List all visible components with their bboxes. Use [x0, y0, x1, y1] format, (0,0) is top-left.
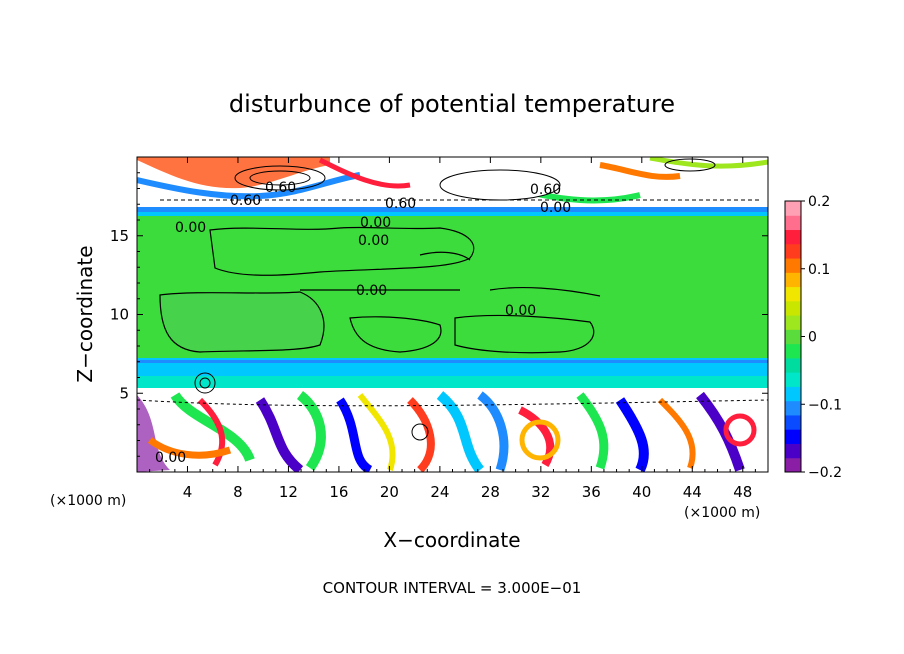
contour-label: 0.60: [530, 182, 561, 198]
colorbar-swatch: [785, 457, 801, 473]
x-unit-label: (×1000 m): [684, 505, 760, 521]
y-axis-title: Z−coordinate: [73, 245, 97, 382]
colorbar-swatch: [785, 229, 801, 245]
colorbar-swatch: [785, 272, 801, 288]
x-tick-label: 40: [632, 483, 651, 501]
contour-label: 0.00: [175, 220, 206, 236]
contour-label: 0.00: [356, 283, 387, 299]
chart-title: disturbunce of potential temperature: [229, 90, 675, 118]
contour-label: 0.00: [358, 233, 389, 249]
x-tick-label: 48: [733, 483, 752, 501]
x-tick-label: 28: [481, 483, 500, 501]
contour-interval: CONTOUR INTERVAL = 3.000E−01: [323, 579, 582, 597]
x-tick-label: 8: [233, 483, 243, 501]
x-tick-label: 20: [380, 483, 399, 501]
x-tick-label: 32: [531, 483, 550, 501]
colorbar-swatch: [785, 386, 801, 402]
colorbar-tick-label: −0.1: [808, 397, 842, 413]
colorbar-swatch: [785, 357, 801, 373]
colorbar-swatch: [785, 329, 801, 345]
y-tick-label: 10: [110, 306, 129, 324]
colorbar: 0.2 0.1 0 −0.1 −0.2: [784, 194, 842, 481]
y-axis: 5 10 15: [110, 172, 768, 457]
middle-contours: [159, 226, 601, 354]
contour-labels: 0.60 0.60 0.60 0.60 0.00 0.00 0.00 0.00 …: [155, 180, 571, 466]
x-tick-label: 4: [183, 483, 193, 501]
contour-label: 0.00: [155, 450, 186, 466]
plot-area: 0.60 0.60 0.60 0.60 0.00 0.00 0.00 0.00 …: [137, 157, 768, 472]
x-tick-label: 12: [279, 483, 298, 501]
colorbar-swatch: [785, 343, 801, 359]
colorbar-tick-label: 0.2: [808, 194, 830, 210]
y-tick-label: 15: [110, 227, 129, 245]
x-axis-title: X−coordinate: [383, 528, 520, 552]
colorbar-swatch: [785, 443, 801, 459]
colorbar-swatch: [785, 429, 801, 444]
upper-waves: [137, 157, 768, 204]
contour-label: 0.60: [385, 196, 416, 212]
colorbar-swatch: [785, 215, 801, 231]
y-unit-label: (×1000 m): [50, 493, 126, 509]
contour-label: 0.00: [505, 303, 536, 319]
lower-turbulence: [137, 372, 768, 472]
contour-label: 0.60: [265, 180, 296, 196]
colorbar-swatch: [785, 201, 801, 216]
contour-label: 0.00: [360, 215, 391, 231]
colorbar-swatch: [785, 286, 801, 302]
colorbar-tick-label: 0.1: [808, 262, 830, 278]
colorbar-swatch: [785, 372, 801, 387]
contour-label: 0.60: [230, 193, 261, 209]
colorbar-swatch: [785, 300, 801, 316]
x-tick-label: 44: [683, 483, 702, 501]
x-tick-label: 36: [582, 483, 601, 501]
colorbar-tick-label: 0: [808, 330, 817, 346]
x-tick-label: 16: [329, 483, 348, 501]
colorbar-swatch: [785, 315, 801, 330]
x-tick-label: 24: [430, 483, 449, 501]
tropopause-band: [137, 207, 768, 215]
colorbar-swatch: [785, 243, 801, 259]
colorbar-swatch: [785, 258, 801, 273]
colorbar-tick-label: −0.2: [808, 465, 842, 481]
colorbar-swatch: [785, 414, 801, 430]
colorbar-swatch: [785, 400, 801, 416]
y-tick-label: 5: [119, 384, 129, 402]
x-axis: 4 8 12 16 20 24 28 32 36 40 44 48: [149, 157, 756, 501]
contour-label: 0.00: [540, 200, 571, 216]
